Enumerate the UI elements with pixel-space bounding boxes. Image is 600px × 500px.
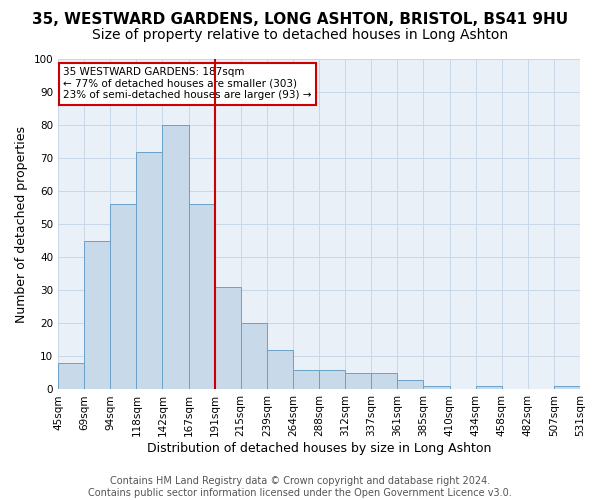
Bar [110, 204, 136, 390]
Bar [554, 386, 580, 390]
Text: 35, WESTWARD GARDENS, LONG ASHTON, BRISTOL, BS41 9HU: 35, WESTWARD GARDENS, LONG ASHTON, BRIST… [32, 12, 568, 28]
Bar [371, 373, 397, 390]
Text: Contains HM Land Registry data © Crown copyright and database right 2024.
Contai: Contains HM Land Registry data © Crown c… [88, 476, 512, 498]
Bar [188, 204, 215, 390]
Y-axis label: Number of detached properties: Number of detached properties [15, 126, 28, 322]
Bar [84, 241, 110, 390]
Bar [424, 386, 449, 390]
Text: 35 WESTWARD GARDENS: 187sqm
← 77% of detached houses are smaller (303)
23% of se: 35 WESTWARD GARDENS: 187sqm ← 77% of det… [63, 68, 312, 100]
Bar [215, 287, 241, 390]
Bar [319, 370, 345, 390]
Bar [136, 152, 163, 390]
Bar [476, 386, 502, 390]
Bar [397, 380, 424, 390]
Bar [241, 324, 267, 390]
Bar [267, 350, 293, 390]
Bar [163, 125, 188, 390]
Bar [345, 373, 371, 390]
X-axis label: Distribution of detached houses by size in Long Ashton: Distribution of detached houses by size … [147, 442, 491, 455]
Text: Size of property relative to detached houses in Long Ashton: Size of property relative to detached ho… [92, 28, 508, 42]
Bar [293, 370, 319, 390]
Bar [58, 363, 84, 390]
